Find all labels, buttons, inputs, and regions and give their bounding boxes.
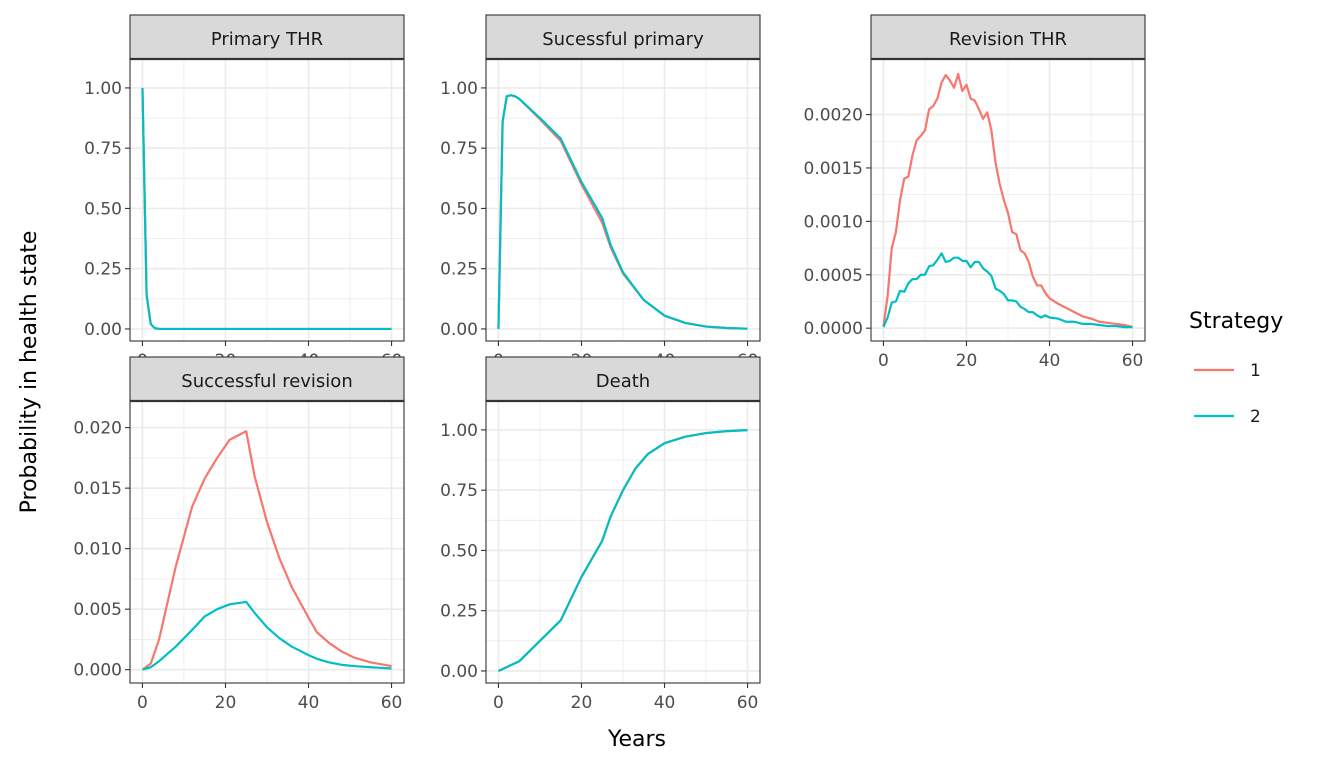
legend-title: Strategy <box>1189 309 1283 334</box>
y-tick-label: 1.00 <box>84 79 122 99</box>
series-line-1 <box>141 430 392 671</box>
series-line-2 <box>141 87 392 331</box>
y-tick-label: 0.010 <box>73 540 122 560</box>
y-tick-label: 0.000 <box>73 661 122 681</box>
panel-strip <box>129 14 405 60</box>
y-tick-label: 0.75 <box>440 481 478 501</box>
y-tick-label: 0.25 <box>440 260 478 280</box>
x-tick-label: 0 <box>493 693 504 713</box>
y-tick-label: 0.00 <box>84 320 122 340</box>
x-tick-label: 20 <box>215 693 237 713</box>
panel-successful-revision: Successful revision 0.000 0.005 0.010 0.015 0… <box>73 356 405 713</box>
y-tick-label: 0.015 <box>73 479 122 499</box>
y-tick-label: 0.0015 <box>804 159 863 179</box>
y-tick-label: 0.005 <box>73 600 122 620</box>
y-tick-label: 1.00 <box>440 79 478 99</box>
y-tick-label: 0.00 <box>440 662 478 682</box>
x-tick-label: 40 <box>298 693 320 713</box>
panel-strip <box>485 14 761 60</box>
y-tick-label: 0.0020 <box>804 106 863 126</box>
panel-sucessful-primary: Sucessful primary0.000.250.500.751.00020… <box>440 14 761 371</box>
y-tick-label: 0.25 <box>440 602 478 622</box>
x-tick-label: 60 <box>381 693 403 713</box>
x-axis-title: Years <box>607 727 666 752</box>
panel-title: Revision THR <box>949 29 1067 50</box>
legend-label-2: 2 <box>1250 407 1261 427</box>
legend-label-1: 1 <box>1250 361 1261 381</box>
y-tick-label: 0.00 <box>440 320 478 340</box>
panel-title: Successful revision <box>181 371 352 392</box>
panel-strip <box>870 14 1146 60</box>
y-tick-label: 0.0010 <box>804 212 863 232</box>
x-tick-label: 0 <box>878 351 889 371</box>
y-tick-label: 0.75 <box>84 139 122 159</box>
y-tick-label: 0.0000 <box>804 319 863 339</box>
x-tick-label: 40 <box>1039 351 1061 371</box>
panel-death: Death 0.00 0.25 0.50 0.75 1.00 0 20 40 60 <box>440 356 761 713</box>
series-line-1 <box>882 72 1133 329</box>
y-tick-label: 0.25 <box>84 260 122 280</box>
x-tick-label: 60 <box>737 693 759 713</box>
y-tick-label: 0.75 <box>440 139 478 159</box>
panel-revision-thr: Revision THR 0.0000 0.0005 0.0010 0.0015 0.00… <box>804 14 1146 371</box>
legend: Strategy 1 2 <box>1189 309 1283 427</box>
panel-strip <box>485 356 761 402</box>
y-tick-label: 0.50 <box>440 199 478 219</box>
x-tick-label: 20 <box>956 351 978 371</box>
panel-title: Death <box>596 371 650 392</box>
y-axis-title: Probability in health state <box>17 231 42 514</box>
x-tick-label: 0 <box>137 693 148 713</box>
y-tick-label: 0.0005 <box>804 266 863 286</box>
series-line-2 <box>142 600 392 671</box>
panels: Primary THR0.000.250.500.751.000204060Su… <box>73 14 1146 713</box>
x-tick-label: 60 <box>1122 351 1144 371</box>
series-line-2 <box>882 252 1133 329</box>
x-tick-label: 40 <box>654 693 676 713</box>
series-line-2 <box>497 94 748 330</box>
panel-title: Sucessful primary <box>542 29 704 50</box>
y-tick-label: 1.00 <box>440 421 478 441</box>
panel-title: Primary THR <box>211 29 323 50</box>
y-tick-label: 0.50 <box>84 199 122 219</box>
y-tick-label: 0.020 <box>73 419 122 439</box>
y-tick-label: 0.50 <box>440 541 478 561</box>
series-line-2 <box>497 429 748 672</box>
x-tick-label: 20 <box>571 693 593 713</box>
